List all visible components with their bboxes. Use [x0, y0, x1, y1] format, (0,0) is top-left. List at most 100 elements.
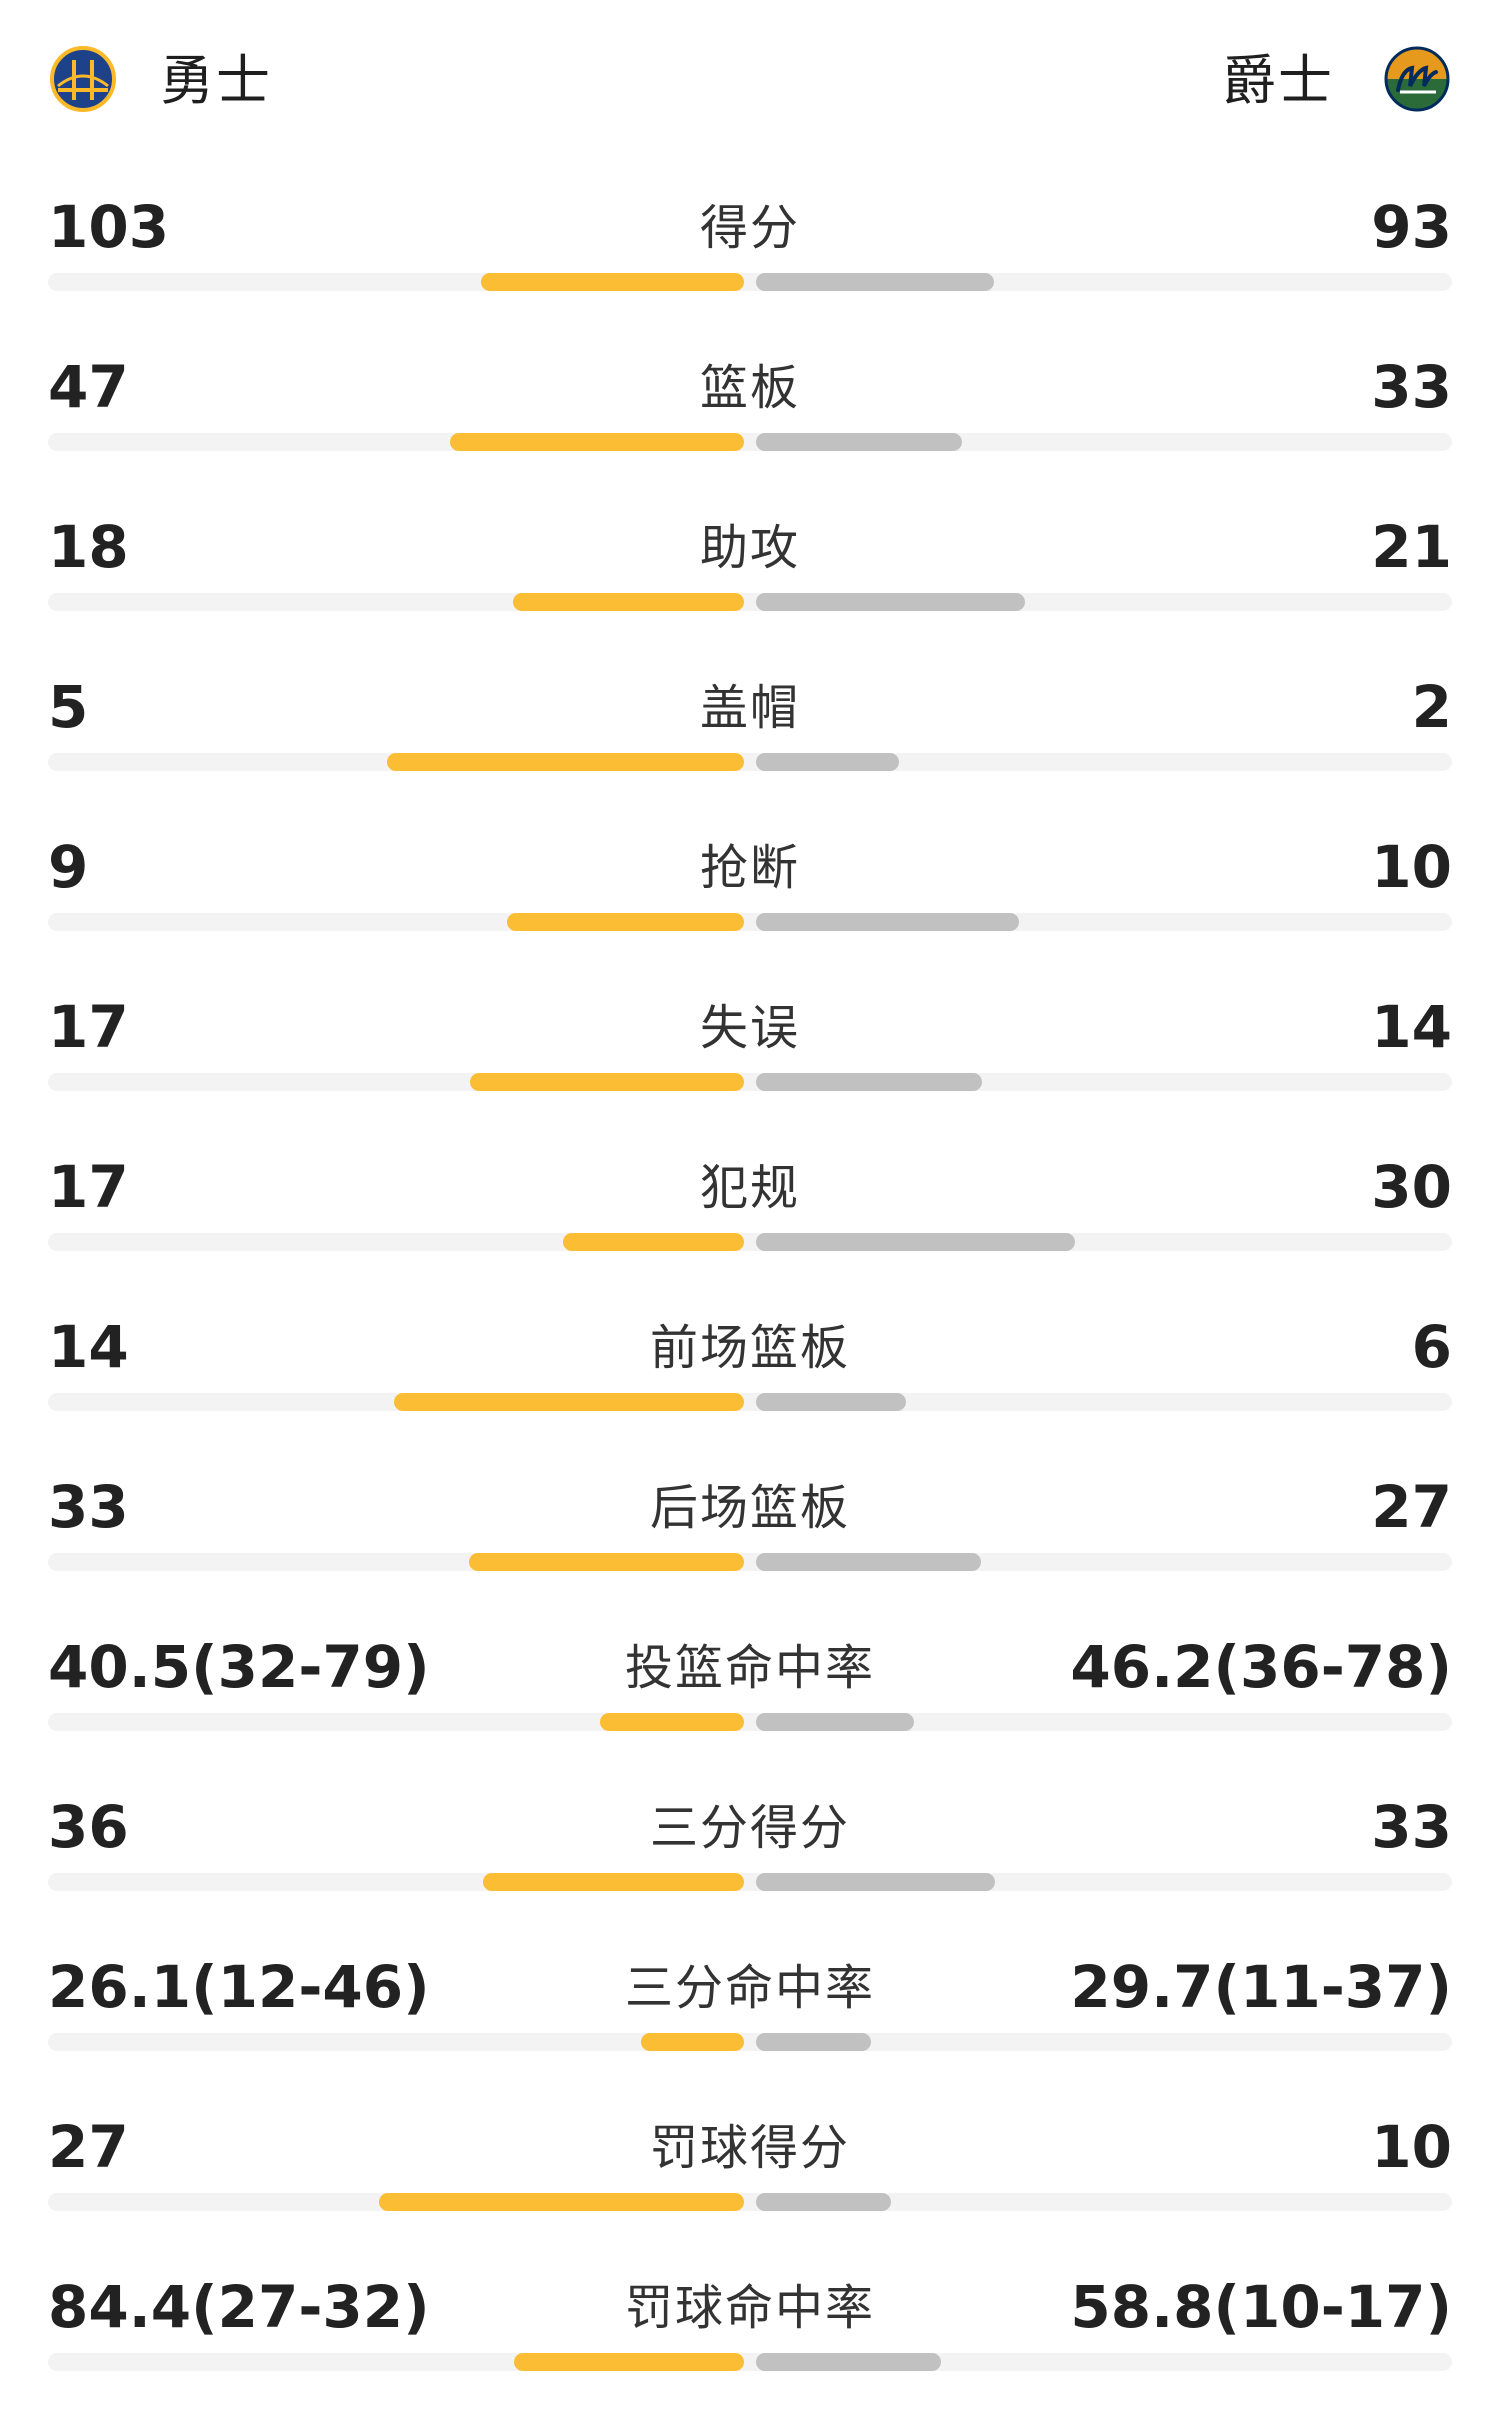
stat-row: 26.1(12-46) 三分命中率 29.7(11-37) — [0, 1938, 1500, 2098]
stat-bar-track — [48, 913, 1452, 931]
stat-row: 36 三分得分 33 — [0, 1778, 1500, 1938]
stat-label: 抢断 — [699, 840, 800, 896]
home-stat-bar — [514, 2353, 744, 2371]
away-stat-bar — [756, 593, 1025, 611]
away-stat-bar — [756, 1553, 981, 1571]
away-stat-bar — [756, 1393, 906, 1411]
home-stat-value: 40.5(32-79) — [48, 1633, 430, 1701]
stat-row: 40.5(32-79) 投篮命中率 46.2(36-78) — [0, 1618, 1500, 1778]
away-stat-bar — [756, 1873, 995, 1891]
home-stat-bar — [481, 273, 744, 291]
team-header: 勇士 爵士 — [0, 0, 1500, 160]
home-stat-bar — [513, 593, 744, 611]
away-stat-bar — [756, 1713, 914, 1731]
stat-bar-track — [48, 273, 1452, 291]
home-stat-value: 27 — [48, 2113, 129, 2181]
stat-bar-track — [48, 1553, 1452, 1571]
stat-label: 三分得分 — [649, 1800, 850, 1856]
home-stat-value: 17 — [48, 1153, 129, 1221]
home-stat-value: 5 — [48, 673, 89, 741]
stat-row: 5 盖帽 2 — [0, 658, 1500, 818]
away-stat-bar — [756, 433, 962, 451]
home-stat-value: 103 — [48, 193, 170, 261]
home-stat-bar — [600, 1713, 744, 1731]
home-stat-bar — [507, 913, 744, 931]
stat-row: 27 罚球得分 10 — [0, 2098, 1500, 2258]
stat-bar-track — [48, 1873, 1452, 1891]
stat-label: 罚球得分 — [649, 2120, 850, 2176]
stat-bar-track — [48, 1073, 1452, 1091]
stat-label: 罚球命中率 — [624, 2280, 875, 2336]
away-stat-value: 30 — [1371, 1153, 1452, 1221]
stat-label: 盖帽 — [699, 680, 800, 736]
home-stat-value: 17 — [48, 993, 129, 1061]
stats-list: 103 得分 93 47 篮板 33 18 助攻 21 5 盖帽 2 9 抢断 10 17 失误 14 17 犯规 30… — [0, 178, 1500, 2418]
away-stat-value: 6 — [1411, 1313, 1452, 1381]
home-stat-bar — [469, 1553, 744, 1571]
home-stat-bar — [641, 2033, 744, 2051]
away-stat-value: 29.7(11-37) — [1070, 1953, 1452, 2021]
stat-label: 得分 — [699, 200, 800, 256]
away-team-name: 爵士 — [1222, 49, 1334, 112]
away-stat-bar — [756, 913, 1019, 931]
home-stat-bar — [379, 2193, 744, 2211]
away-stat-value: 27 — [1371, 1473, 1452, 1541]
away-stat-bar — [756, 2033, 871, 2051]
home-stat-value: 18 — [48, 513, 129, 581]
away-stat-bar — [756, 1233, 1075, 1251]
home-stat-bar — [563, 1233, 744, 1251]
away-stat-value: 58.8(10-17) — [1070, 2273, 1452, 2341]
stat-bar-track — [48, 2193, 1452, 2211]
stat-label: 助攻 — [699, 520, 800, 576]
home-stat-bar — [450, 433, 744, 451]
stat-row: 9 抢断 10 — [0, 818, 1500, 978]
stat-label: 失误 — [699, 1000, 800, 1056]
jazz-logo-icon — [1384, 46, 1450, 112]
away-stat-value: 93 — [1371, 193, 1452, 261]
home-stat-value: 14 — [48, 1313, 129, 1381]
home-stat-value: 33 — [48, 1473, 129, 1541]
stat-bar-track — [48, 1393, 1452, 1411]
away-stat-value: 21 — [1371, 513, 1452, 581]
stat-label: 投篮命中率 — [624, 1640, 875, 1696]
stat-label: 前场篮板 — [649, 1320, 850, 1376]
away-stat-value: 46.2(36-78) — [1070, 1633, 1452, 1701]
away-stat-value: 14 — [1371, 993, 1452, 1061]
stat-row: 17 失误 14 — [0, 978, 1500, 1138]
home-stat-value: 9 — [48, 833, 89, 901]
away-stat-value: 10 — [1371, 2113, 1452, 2181]
away-stat-bar — [756, 273, 994, 291]
stat-bar-track — [48, 593, 1452, 611]
home-stat-value: 47 — [48, 353, 129, 421]
stat-bar-track — [48, 1233, 1452, 1251]
stat-bar-track — [48, 2033, 1452, 2051]
stat-label: 犯规 — [699, 1160, 800, 1216]
home-stat-value: 84.4(27-32) — [48, 2273, 430, 2341]
stat-row: 103 得分 93 — [0, 178, 1500, 338]
stat-label: 三分命中率 — [624, 1960, 875, 2016]
stat-label: 后场篮板 — [649, 1480, 850, 1536]
home-stat-value: 26.1(12-46) — [48, 1953, 430, 2021]
away-stat-value: 33 — [1371, 1793, 1452, 1861]
stat-row: 84.4(27-32) 罚球命中率 58.8(10-17) — [0, 2258, 1500, 2418]
stat-label: 篮板 — [699, 360, 800, 416]
stat-bar-track — [48, 753, 1452, 771]
away-stat-bar — [756, 753, 899, 771]
away-stat-bar — [756, 1073, 982, 1091]
away-stat-value: 10 — [1371, 833, 1452, 901]
stat-row: 17 犯规 30 — [0, 1138, 1500, 1298]
away-stat-value: 33 — [1371, 353, 1452, 421]
stat-row: 14 前场篮板 6 — [0, 1298, 1500, 1458]
home-stat-bar — [387, 753, 744, 771]
home-team-name: 勇士 — [160, 49, 272, 112]
stat-row: 47 篮板 33 — [0, 338, 1500, 498]
away-stat-value: 2 — [1411, 673, 1452, 741]
warriors-logo-icon — [50, 46, 116, 112]
home-stat-bar — [483, 1873, 744, 1891]
home-stat-bar — [470, 1073, 744, 1091]
stat-row: 18 助攻 21 — [0, 498, 1500, 658]
away-stat-bar — [756, 2193, 891, 2211]
home-stat-value: 36 — [48, 1793, 129, 1861]
stat-bar-track — [48, 2353, 1452, 2371]
stat-bar-track — [48, 433, 1452, 451]
